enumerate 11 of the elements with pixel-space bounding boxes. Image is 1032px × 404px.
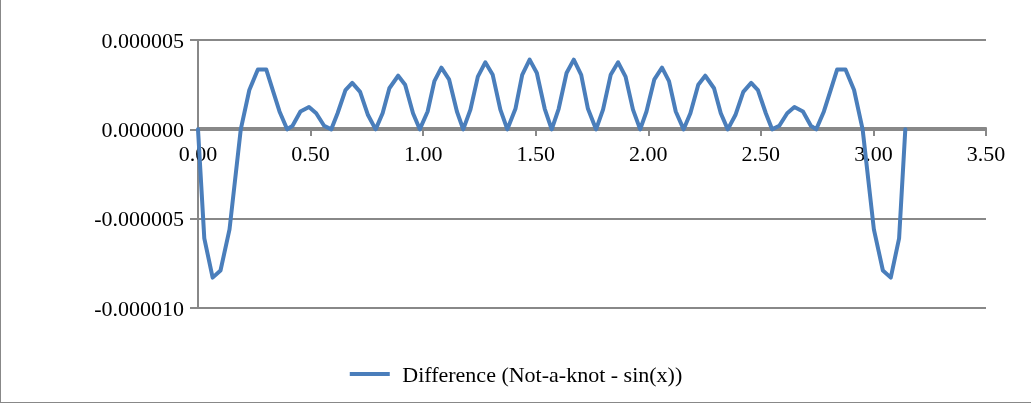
y-tick-label: 0.000000 bbox=[101, 116, 184, 142]
x-tick-label: 1.50 bbox=[516, 140, 555, 166]
x-tick-label: 2.50 bbox=[741, 140, 781, 166]
x-tick-label: 1.00 bbox=[403, 140, 443, 166]
x-tick-label: 3.50 bbox=[966, 140, 1006, 166]
y-tick-label: -0.000005 bbox=[94, 206, 184, 232]
y-tick-label: -0.000010 bbox=[94, 295, 184, 321]
y-tick-label: 0.000005 bbox=[101, 27, 184, 53]
x-tick-label: 0.50 bbox=[291, 140, 330, 166]
legend-label: Difference (Not-a-knot - sin(x)) bbox=[402, 361, 683, 387]
x-tick-label: 2.00 bbox=[629, 140, 668, 166]
